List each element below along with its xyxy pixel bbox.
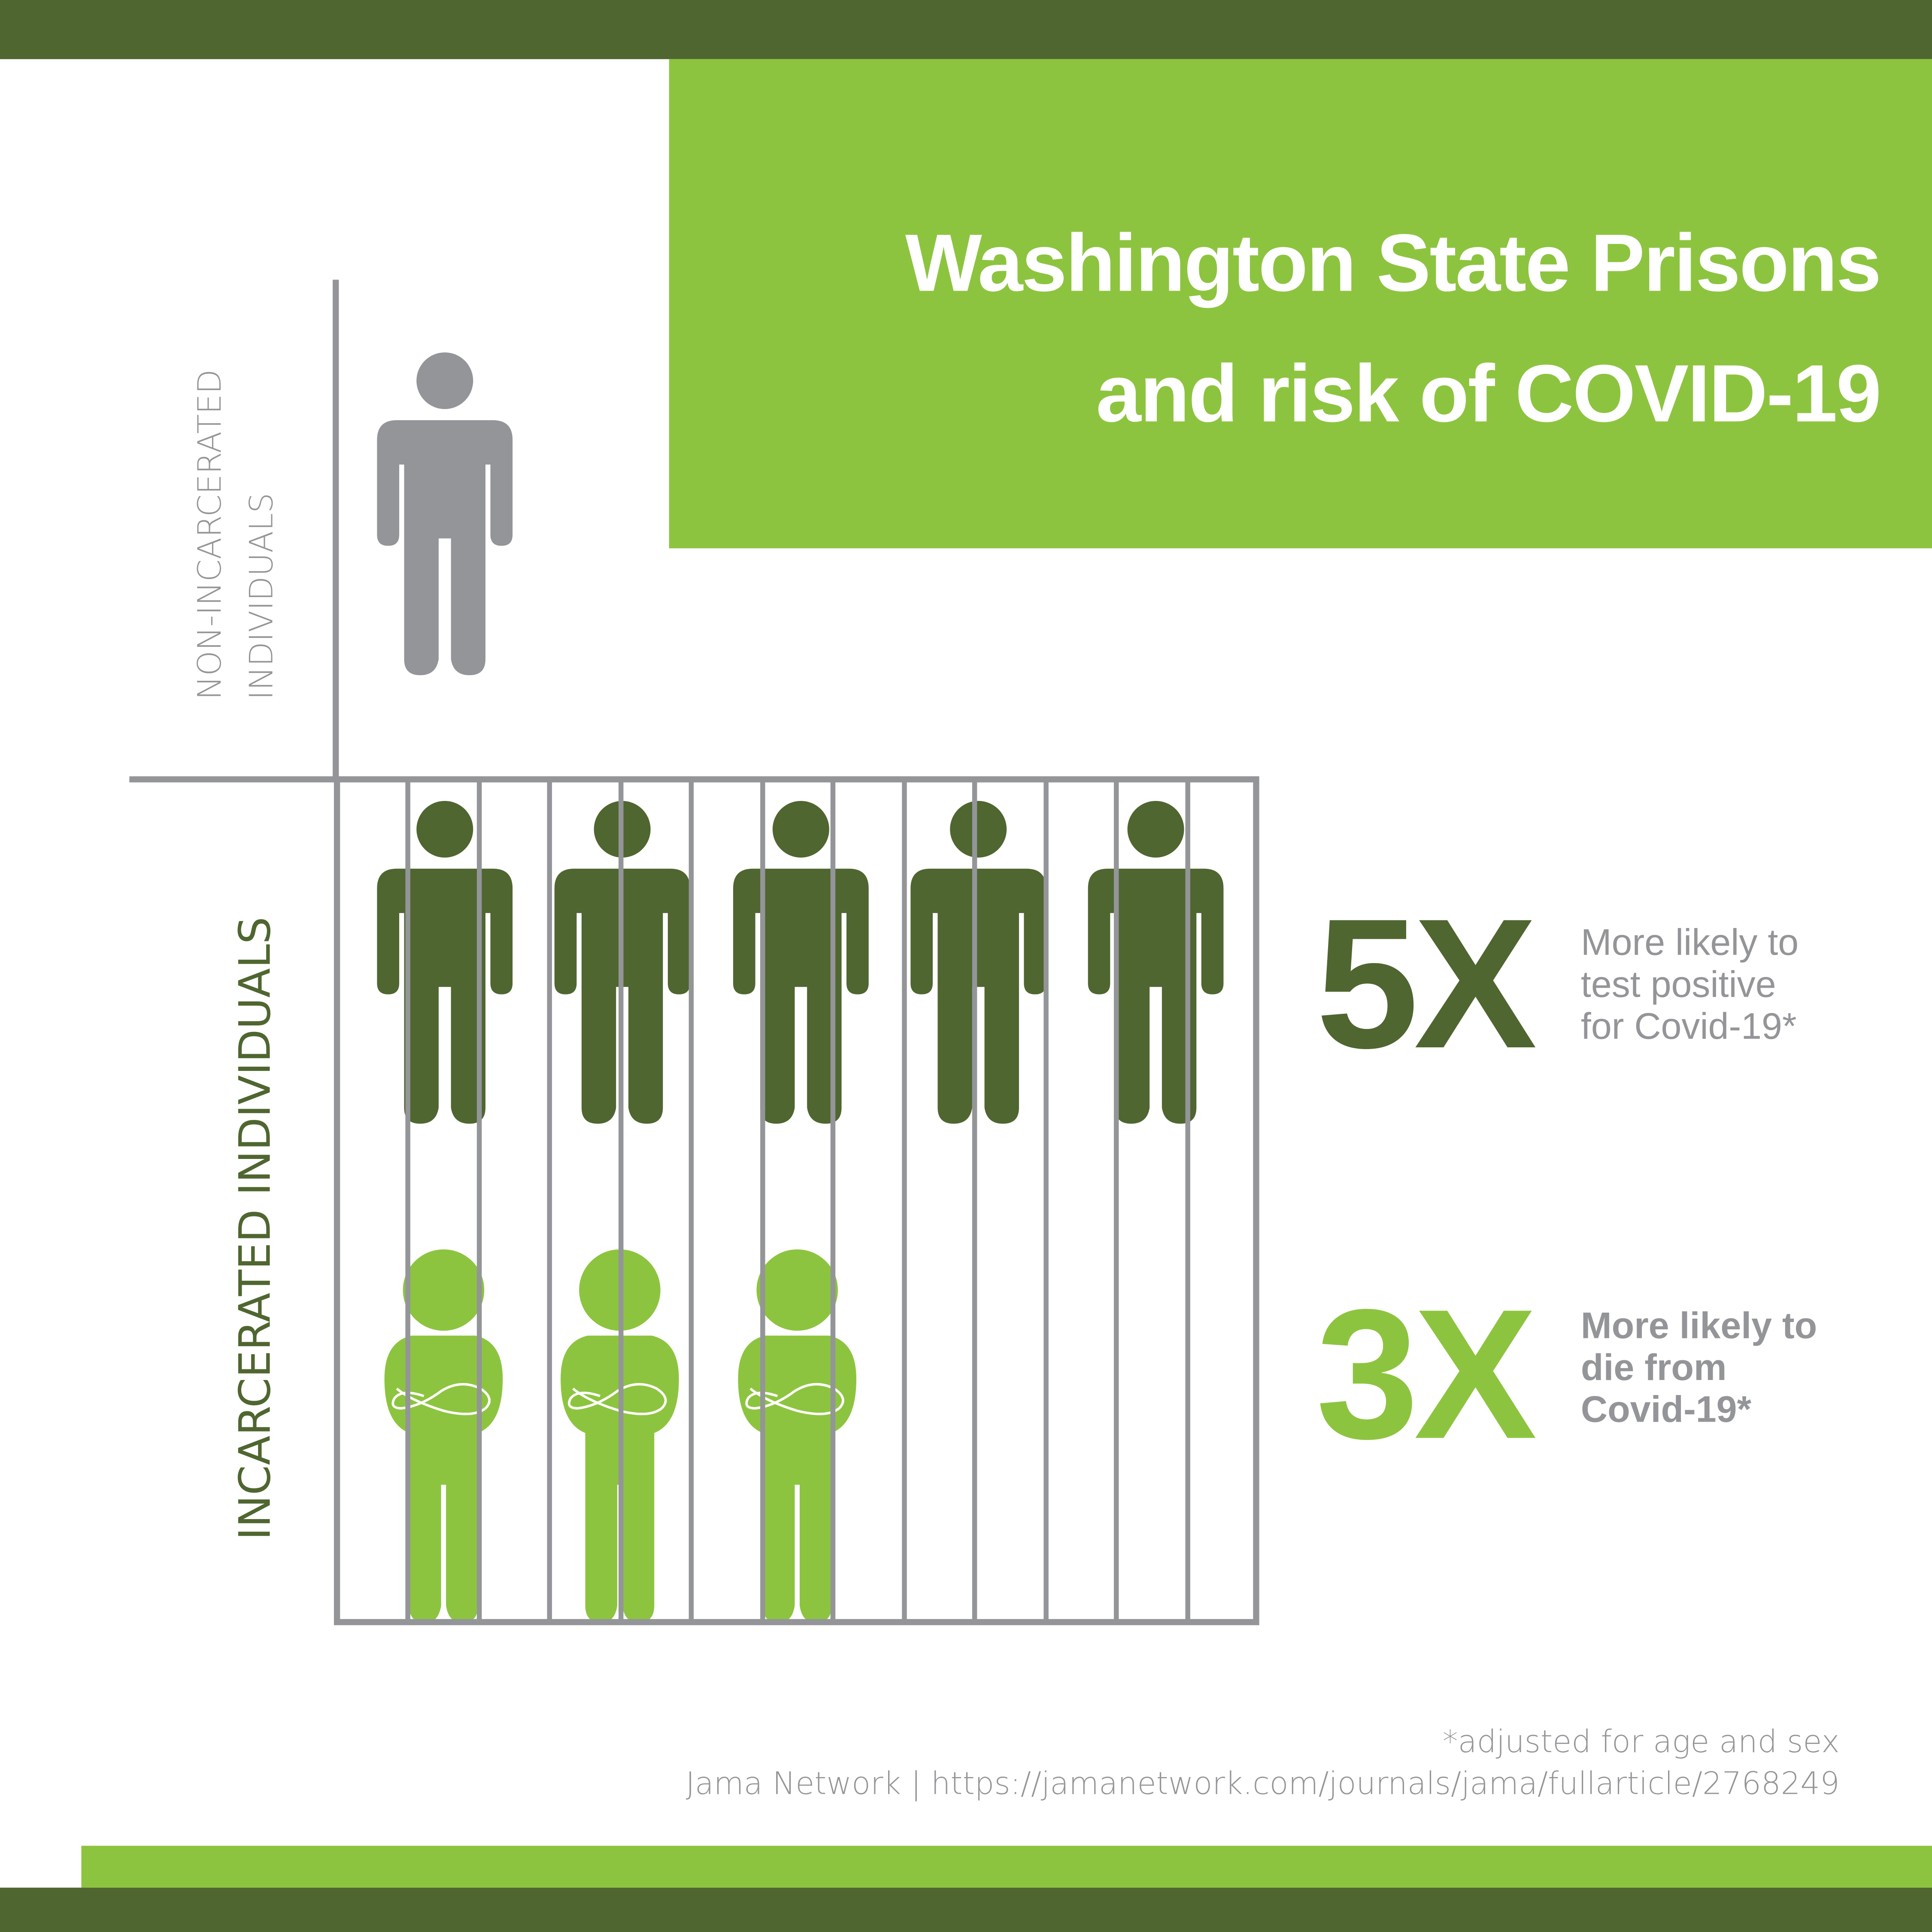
stat-positive-line-1: More likely to — [1580, 923, 1799, 964]
bottom-accent-band — [81, 1846, 1932, 1888]
footer: *adjusted for age and sex Jama Network |… — [686, 1721, 1840, 1805]
footer-note: *adjusted for age and sex — [1442, 1723, 1840, 1760]
title-block — [669, 59, 1932, 549]
stat-death-text: More likely to die from Covid-19* — [1581, 1306, 1817, 1432]
deceased-person-icon — [385, 1250, 503, 1623]
stat-positive-line-2: test positive — [1580, 964, 1776, 1006]
stat-positive-value: 5X — [1316, 880, 1537, 1087]
stat-death-line-3: Covid-19* — [1580, 1389, 1752, 1431]
stat-death-line-1: More likely to — [1580, 1306, 1817, 1347]
non-incarcerated-person-icon — [377, 352, 513, 676]
footer-source: Jama Network | https://jamanetwork.com/j… — [685, 1765, 1840, 1802]
top-band — [0, 0, 1932, 59]
title-line-1: Washington State Prisons — [905, 217, 1881, 308]
positive-person-icon — [377, 801, 513, 1124]
stat-death-value: 3X — [1316, 1270, 1537, 1477]
cage-frame — [334, 776, 1259, 1626]
title-line-2: and risk of COVID-19 — [1096, 347, 1881, 439]
bottom-band — [0, 1887, 1932, 1932]
stat-positive-text: More likely to test positive for Covid-1… — [1581, 923, 1799, 1049]
stat-death-line-2: die from — [1580, 1348, 1727, 1389]
stat-positive-line-3: for Covid-19* — [1580, 1007, 1797, 1047]
positive-person-icon — [1088, 801, 1224, 1124]
deceased-person-icon — [738, 1250, 856, 1623]
positive-person-icon — [733, 801, 869, 1124]
cage-bars — [405, 779, 1190, 1623]
positive-person-icon — [910, 801, 1046, 1124]
